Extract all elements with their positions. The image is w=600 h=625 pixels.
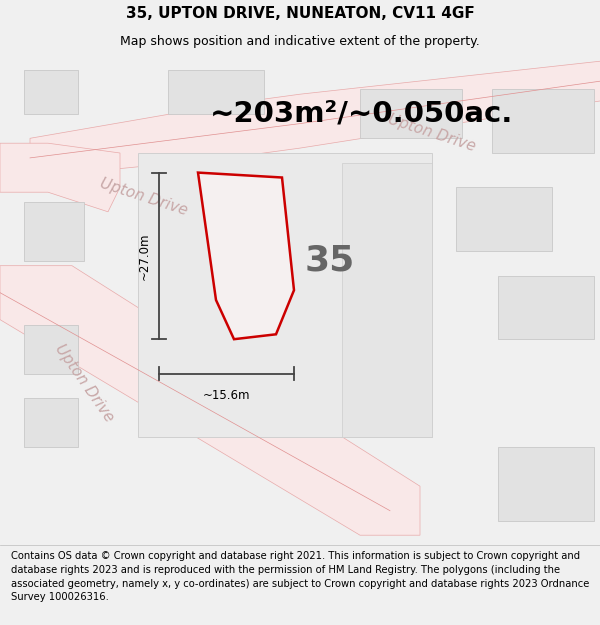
Polygon shape	[168, 70, 264, 114]
Polygon shape	[0, 143, 120, 212]
Polygon shape	[492, 89, 594, 153]
Polygon shape	[342, 162, 432, 437]
Polygon shape	[24, 398, 78, 447]
Polygon shape	[24, 70, 78, 114]
Text: Upton Drive: Upton Drive	[386, 112, 478, 154]
Polygon shape	[498, 447, 594, 521]
Text: Map shows position and indicative extent of the property.: Map shows position and indicative extent…	[120, 35, 480, 48]
Polygon shape	[30, 60, 600, 178]
Text: 35, UPTON DRIVE, NUNEATON, CV11 4GF: 35, UPTON DRIVE, NUNEATON, CV11 4GF	[125, 6, 475, 21]
Text: Upton Drive: Upton Drive	[98, 176, 190, 218]
Polygon shape	[360, 89, 462, 138]
Polygon shape	[498, 276, 594, 339]
Text: ~27.0m: ~27.0m	[137, 232, 151, 279]
Polygon shape	[24, 324, 78, 374]
Polygon shape	[198, 173, 294, 339]
Polygon shape	[24, 202, 84, 261]
Text: Contains OS data © Crown copyright and database right 2021. This information is : Contains OS data © Crown copyright and d…	[11, 551, 589, 602]
Text: ~203m²/~0.050ac.: ~203m²/~0.050ac.	[210, 100, 514, 127]
Text: 35: 35	[305, 244, 355, 278]
Text: ~15.6m: ~15.6m	[203, 389, 250, 402]
Text: Upton Drive: Upton Drive	[52, 342, 116, 425]
Polygon shape	[456, 188, 552, 251]
Polygon shape	[0, 266, 420, 535]
Polygon shape	[138, 153, 432, 438]
